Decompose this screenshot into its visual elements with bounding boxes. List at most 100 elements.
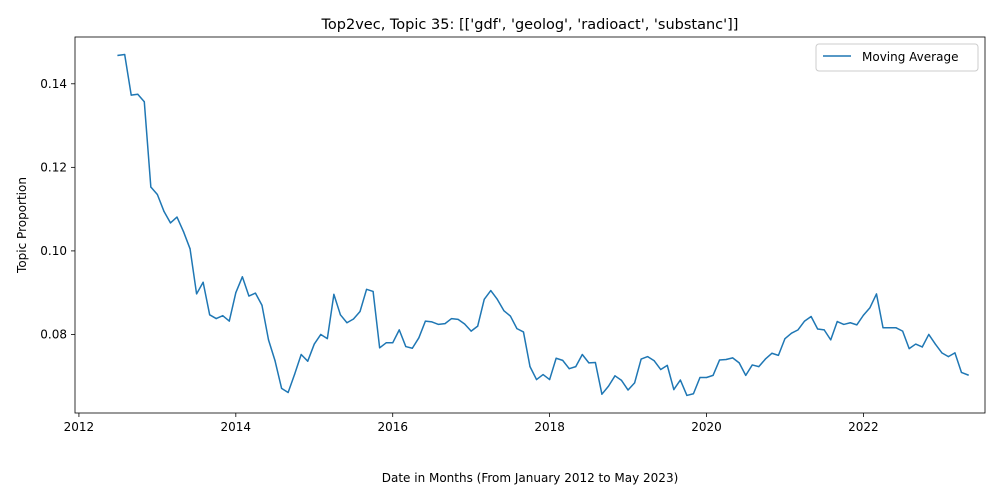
data-point [496,298,498,300]
data-point [902,330,904,332]
plot-area [74,36,986,414]
y-tick-label: 0.14 [40,77,67,91]
plot-background [75,37,985,413]
data-point [385,342,387,344]
data-point [326,338,328,340]
data-point [202,281,204,283]
data-point [156,193,158,196]
data-point [758,366,760,368]
data-point [960,371,963,374]
data-point [718,359,721,361]
data-point [339,314,342,316]
data-point [601,393,603,395]
data-point [647,356,649,358]
data-point [856,324,858,326]
data-point [660,368,662,371]
data-point [908,348,910,350]
data-point [470,330,472,332]
data-point [222,315,224,317]
data-point [143,101,145,103]
data-point [359,310,361,313]
data-point [830,339,832,341]
data-point [562,359,564,361]
data-point [732,357,734,359]
data-point [542,373,544,376]
legend: Moving Average [815,43,979,72]
data-point [836,320,838,323]
data-point [875,293,878,295]
data-point [398,329,400,331]
data-point [640,358,642,360]
data-point [333,293,335,295]
data-point [274,360,276,362]
data-point [862,314,865,316]
x-tick-label: 2022 [848,420,879,434]
data-point [490,289,492,292]
data-point [418,337,420,339]
data-point [692,393,695,395]
data-point [594,361,596,364]
data-point [784,338,786,340]
y-tick-label: 0.10 [40,244,67,258]
chart-title: Top2vec, Topic 35: [['gdf', 'geolog', 'r… [321,17,739,33]
data-point [522,331,525,333]
data-point [235,292,237,294]
data-point [176,216,178,218]
data-point [843,323,845,326]
data-point [803,320,806,322]
data-point [365,288,368,290]
data-point [607,385,610,387]
data-point [516,328,518,330]
data-point [379,347,381,349]
data-point [549,378,551,381]
data-point [169,222,172,224]
data-point [372,290,374,293]
data-point [790,332,793,334]
data-point [555,357,557,359]
data-point [575,366,577,368]
data-point [679,379,681,381]
data-point [254,292,257,294]
data-point [130,94,132,96]
data-point [568,368,570,370]
data-point [915,343,917,345]
data-point [195,293,198,295]
data-point [182,231,185,233]
y-axis-label: Topic Proportion [15,177,29,274]
data-point [921,346,923,348]
data-point [627,389,629,391]
data-point [705,376,708,379]
series-points [117,53,969,397]
x-axis: 2012 2014 2016 2018 2020 2022 [64,413,879,434]
data-point [294,373,296,375]
data-point [588,362,590,364]
data-point [738,362,740,364]
data-point [346,322,348,324]
data-point [712,374,714,376]
data-point [954,352,956,354]
data-point [352,318,355,320]
data-point [869,307,871,309]
data-point [529,366,531,368]
data-point [947,356,949,358]
data-point [535,378,538,381]
y-tick-label: 0.08 [40,327,67,341]
data-point [620,379,623,382]
data-point [673,389,675,391]
data-point [124,53,126,56]
data-point [209,314,211,316]
data-point [483,298,485,300]
data-point [300,353,302,356]
data-point [313,343,315,345]
data-point [764,358,766,360]
data-point [653,360,655,362]
data-point [137,93,139,95]
x-axis-label: Date in Months (From January 2012 to May… [382,471,679,485]
data-point [634,382,636,384]
data-point [686,394,688,397]
data-point [287,391,289,394]
data-point [464,323,466,325]
y-tick-label: 0.12 [40,160,67,174]
data-point [699,376,701,379]
data-point [934,343,936,345]
